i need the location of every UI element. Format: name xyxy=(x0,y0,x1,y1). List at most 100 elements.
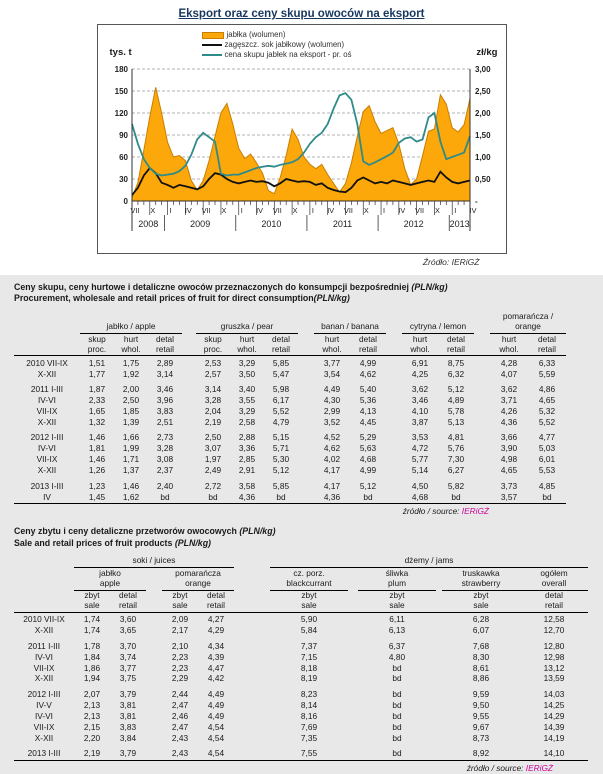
year-label: 2012 xyxy=(403,219,423,229)
legend-label: zagęszcz. sok jabłkowy (wolumen) xyxy=(224,40,345,49)
column-gap xyxy=(298,396,314,407)
table-row: IV-VI 1,84 3,74 2,23 4,39 7,15 4,80 8,30 12,98 xyxy=(14,652,588,663)
column-gap xyxy=(386,492,402,503)
value-cell: 2,15 xyxy=(83,721,101,732)
value-cell: 3,73 xyxy=(500,480,518,491)
value-cell: 3,36 xyxy=(238,443,256,454)
value-cell: 5,77 xyxy=(411,454,429,465)
value-cell: 5,12 xyxy=(359,480,377,491)
column-gap xyxy=(182,396,196,407)
table2-block: Ceny zbytu i ceny detaliczne przetworów … xyxy=(14,526,589,773)
left-tick-label: 120 xyxy=(114,109,128,118)
column-gap xyxy=(386,369,402,380)
column-gap xyxy=(348,700,358,711)
table-row: 2012 I-III 2,07 3,79 2,44 4,49 8,23 bd 9,59 14,0… xyxy=(14,685,588,700)
value-cell: 4,36 xyxy=(238,491,256,502)
column-gap xyxy=(234,744,270,760)
row-label: IV-VI xyxy=(35,710,53,721)
table1-body: 2010 VII-IX 1,51 1,75 2,89 2,53 3,29 5,85 3,77 4… xyxy=(14,355,566,504)
value-cell: 4,39 xyxy=(207,651,225,662)
value-cell: 5,98 xyxy=(272,384,290,395)
column-gap xyxy=(386,444,402,455)
table-row: VII-IX 1,65 1,85 3,83 2,04 3,29 5,52 2,99 4,13 4,… xyxy=(14,406,566,417)
column-gap xyxy=(386,466,402,477)
month-label: IV xyxy=(184,206,191,215)
year-label: 2011 xyxy=(332,219,351,229)
value-cell: 3,74 xyxy=(119,651,137,662)
value-cell: 2,57 xyxy=(204,368,222,379)
value-cell: 1,97 xyxy=(204,454,222,465)
column-gap xyxy=(298,406,314,417)
value-cell: 2,33 xyxy=(88,395,106,406)
column-gap xyxy=(146,685,162,700)
column-gap xyxy=(182,492,196,503)
row-label: X-XII xyxy=(34,732,54,743)
value-cell: 2,43 xyxy=(171,732,189,743)
legend-item-juice: zagęszcz. sok jabłkowy (wolumen) xyxy=(201,40,352,50)
value-cell: 4,54 xyxy=(207,732,225,743)
group-juices: soki / juices xyxy=(74,555,234,569)
price-line xyxy=(130,92,471,177)
group-banana: banan / banana xyxy=(314,311,386,335)
month-label: X xyxy=(434,206,439,215)
value-cell: 1,32 xyxy=(88,416,106,427)
column-gap xyxy=(146,652,162,663)
row-label: IV-VI xyxy=(35,651,53,662)
column-gap xyxy=(474,455,490,466)
value-cell: 2,19 xyxy=(204,416,222,427)
value-cell: 4,81 xyxy=(447,432,465,443)
left-tick-label: 90 xyxy=(119,131,128,140)
value-cell: 3,75 xyxy=(119,673,137,684)
value-cell: 4,34 xyxy=(207,640,225,651)
value-cell: 5,32 xyxy=(538,405,556,416)
value-cell: 5,52 xyxy=(272,405,290,416)
table-row: 2010 VII-IX 1,74 3,60 2,09 4,27 5,90 6,11 6,28 1… xyxy=(14,611,588,626)
column-gap xyxy=(436,611,442,626)
value-cell: 14,25 xyxy=(543,699,565,710)
value-cell: 9,59 xyxy=(472,688,490,699)
column-gap xyxy=(146,663,162,674)
row-label: 2010 VII-IX xyxy=(14,355,80,370)
month-label: X xyxy=(363,206,368,215)
value-cell: 4,52 xyxy=(323,432,341,443)
value-cell: 6,91 xyxy=(402,355,438,370)
group-header-row: jabłko / apple gruszka / pear banan / ba… xyxy=(14,311,566,335)
group-lemon: cytryna / lemon xyxy=(402,311,474,335)
value-cell: 5,47 xyxy=(272,368,290,379)
value-cell: bd xyxy=(363,491,373,502)
value-cell: 1,46 xyxy=(88,454,106,465)
value-cell: 1,94 xyxy=(83,673,101,684)
column-gap xyxy=(298,369,314,380)
value-cell: 3,62 xyxy=(411,384,429,395)
value-cell: 4,47 xyxy=(207,662,225,673)
value-cell: 4,62 xyxy=(323,443,341,454)
column-gap xyxy=(146,637,162,652)
value-cell: 7,37 xyxy=(300,640,318,651)
value-cell: 5,12 xyxy=(447,384,465,395)
column-gap xyxy=(348,626,358,637)
value-cell: 2,29 xyxy=(171,673,189,684)
column-gap xyxy=(348,674,358,685)
value-cell: 3,46 xyxy=(156,384,174,395)
row-label: VII-IX xyxy=(33,721,55,732)
value-cell: 2,23 xyxy=(171,662,189,673)
table-row: 2013 I-III 1,23 1,46 2,40 2,72 3,58 5,85 4,17 5,… xyxy=(14,477,566,492)
value-cell: bd xyxy=(392,710,402,721)
value-cell: 4,85 xyxy=(538,480,556,491)
value-cell: 2,44 xyxy=(171,688,189,699)
value-cell: 4,49 xyxy=(207,688,225,699)
month-label: X xyxy=(221,206,226,215)
column-gap xyxy=(298,417,314,428)
value-cell: 3,62 xyxy=(500,384,518,395)
value-cell: 2,53 xyxy=(196,355,230,370)
value-cell: 2,17 xyxy=(171,625,189,636)
source-link: IERiGŻ xyxy=(525,762,553,773)
value-cell: 2,88 xyxy=(238,432,256,443)
year-label: 2013 xyxy=(449,219,469,229)
right-tick-label: - xyxy=(475,197,478,206)
legend-label: jabłka (wolumen) xyxy=(226,30,286,39)
column-gap xyxy=(182,444,196,455)
table-row: X-XII 1,77 1,92 3,14 2,57 3,50 5,47 3,54 4,62 4,2… xyxy=(14,369,566,380)
table-row: IV-V 2,13 3,81 2,47 4,49 8,14 bd 9,50 14,25 xyxy=(14,700,588,711)
value-cell: 5,85 xyxy=(272,480,290,491)
